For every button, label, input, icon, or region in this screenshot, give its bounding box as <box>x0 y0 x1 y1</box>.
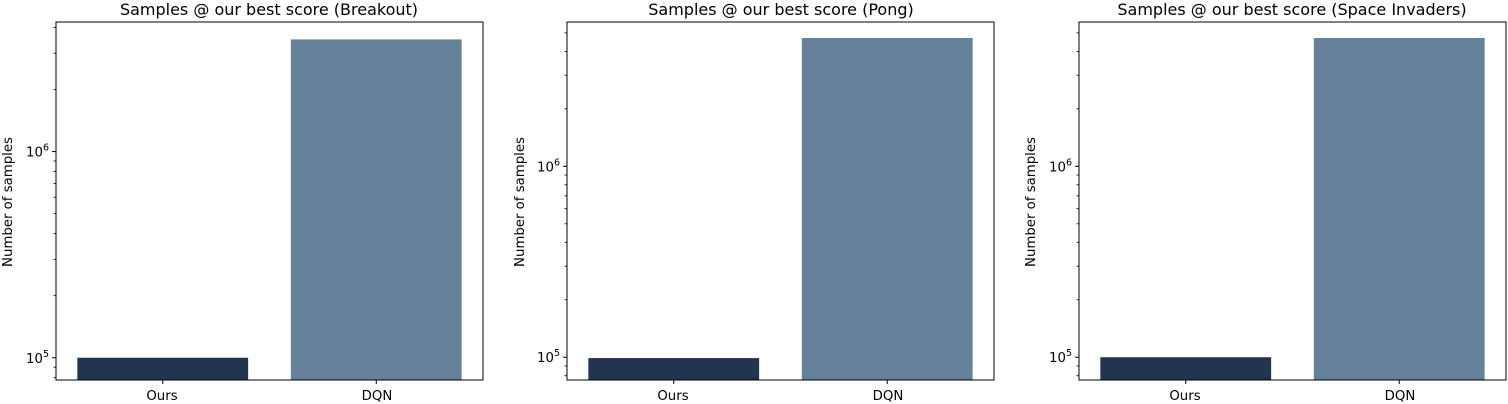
chart-panel-pong: Samples @ our best score (Pong) Number o… <box>513 0 995 404</box>
bar-ours <box>77 357 249 380</box>
axes-frame <box>1078 21 1507 381</box>
axes-frame <box>566 21 995 381</box>
bar-dqn <box>1313 38 1485 380</box>
x-tick-label-dqn: DQN <box>362 389 393 404</box>
chart-title: Samples @ our best score (Space Invaders… <box>1117 0 1466 19</box>
y-tick-label: 105 <box>26 349 49 367</box>
axes-frame <box>55 21 484 381</box>
y-axis-label: Number of samples <box>513 137 528 267</box>
chart-title: Samples @ our best score (Pong) <box>648 0 914 19</box>
y-axis-label: Number of samples <box>1 137 16 267</box>
x-tick-label-dqn: DQN <box>873 389 904 404</box>
y-tick-label: 106 <box>1049 157 1072 175</box>
x-tick-label-ours: Ours <box>1169 389 1200 404</box>
y-tick-label: 105 <box>537 348 560 366</box>
y-tick-label: 105 <box>1049 348 1072 366</box>
x-tick-label-dqn: DQN <box>1385 389 1416 404</box>
bar-dqn <box>290 39 462 380</box>
chart-panel-breakout: Samples @ our best score (Breakout) Numb… <box>1 0 484 404</box>
bar-dqn <box>801 38 973 380</box>
chart-title: Samples @ our best score (Breakout) <box>120 0 418 19</box>
y-tick-label: 106 <box>26 143 49 161</box>
y-axis-label: Number of samples <box>1024 137 1039 267</box>
bar-ours <box>1100 357 1272 380</box>
x-tick-label-ours: Ours <box>657 389 688 404</box>
x-tick-label-ours: Ours <box>146 389 177 404</box>
chart-panel-space-invaders: Samples @ our best score (Space Invaders… <box>1024 0 1507 404</box>
y-tick-label: 106 <box>537 157 560 175</box>
bar-ours <box>588 358 760 380</box>
